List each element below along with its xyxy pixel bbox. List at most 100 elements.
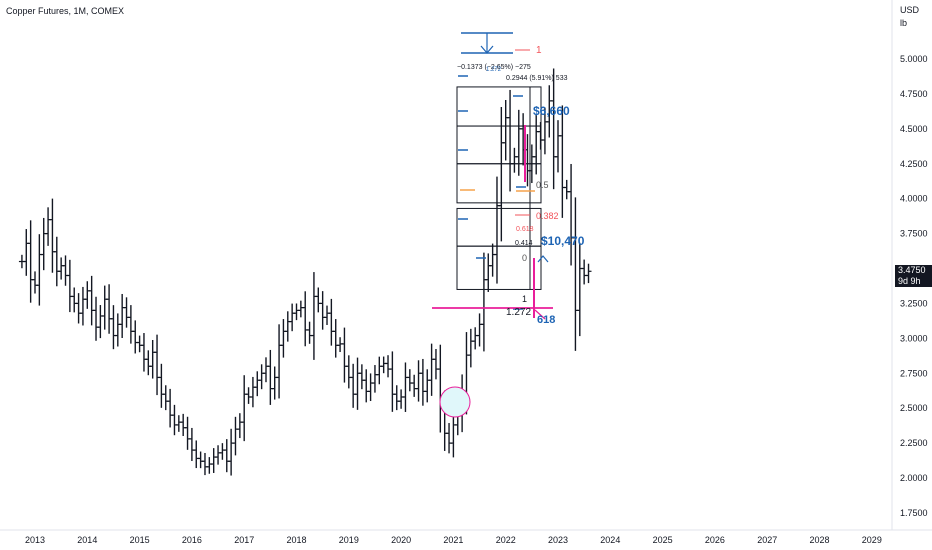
ohlc-bar [215,445,222,465]
ohlc-bar [350,363,357,408]
ohlc-bar [119,293,126,338]
ohlc-bar [228,428,235,476]
ohlc-bar [49,198,56,273]
ohlc-bar [581,259,588,285]
ohlc-bar [180,413,187,436]
ohlc-bar [341,327,348,383]
fib-label-618: 0.618 [516,226,534,233]
drawing-box [456,86,542,127]
ohlc-bar [62,255,69,286]
drawing-boxes [456,86,542,290]
ohlc-bar [210,448,217,473]
ohlc-bar [576,242,583,337]
ohlc-bar [319,291,326,330]
ohlc-bar [389,351,396,412]
ohlc-bar [154,334,161,396]
y-tick-label: 3.0000 [900,333,928,343]
ohlc-bar [201,452,208,476]
ohlc-bar [97,305,104,339]
x-tick-label: 2028 [810,535,830,545]
price-target-6660: $6,660 [533,104,570,118]
ohlc-bar [376,356,383,385]
drawing-box [456,125,542,165]
x-tick-label: 2019 [339,535,359,545]
x-tick-label: 2023 [548,535,568,545]
ohlc-bar [511,147,518,173]
ohlc-bar [23,229,30,276]
ohlc-bar [489,243,496,277]
x-tick-label: 2013 [25,535,45,545]
x-tick-label: 2017 [234,535,254,545]
ohlc-bar [58,257,65,280]
drawing-box [456,245,542,290]
ohlc-bar [432,349,439,380]
ohlc-bar [206,457,213,474]
ohlc-bar [324,305,331,325]
ohlc-bar [32,271,38,294]
ohlc-bar [358,364,365,390]
ohlc-bar [585,263,592,284]
measure-label-2: 0.2944 (5.91%) 533 [506,75,568,82]
ohlc-bar [254,371,261,397]
ohlc-bar [446,423,453,454]
fib-label-0: 0 [522,253,527,263]
small-label-1272: 1.272 [486,67,502,73]
ohlc-bar [93,296,100,341]
ohlc-bar [262,357,269,383]
magenta-tick [534,309,546,320]
y-tick-label: 4.2500 [900,159,928,169]
x-tick-label: 2029 [862,535,882,545]
ohlc-bar [385,355,392,378]
ohlc-bar [315,287,322,313]
fib-label-1272: 1.272 [506,307,531,318]
x-tick-label: 2022 [496,535,516,545]
ohlc-bar [563,179,570,200]
chart-title: Copper Futures, 1M, COMEX [6,6,125,16]
fib-label-1: 1 [536,45,542,56]
y-tick-label: 4.7500 [900,89,928,99]
ohlc-bar [40,217,47,271]
ohlc-bar [572,197,579,351]
y-tick-label: 3.7500 [900,229,928,239]
ohlc-bar [415,360,422,402]
y-tick-label: 2.7500 [900,368,928,378]
ohlc-bar [302,291,309,347]
ohlc-bar [568,163,575,266]
ohlc-bar [437,344,444,433]
ohlc-bar [276,324,283,399]
ohlc-bar [280,319,287,358]
measure-label: −0.1373 (−2.65%) −275 [457,64,531,71]
axis-unit: lb [900,18,908,28]
y-tick-label: 5.0000 [900,54,928,64]
ohlc-bar [485,253,492,292]
ohlc-bar [45,207,52,246]
ohlc-bar [27,220,34,303]
ohlc-bar [193,440,200,469]
y-tick-label: 4.5000 [900,124,928,134]
ohlc-bar [424,369,431,403]
ohlc-bar [197,451,204,469]
ohlc-bar [84,281,91,309]
small-label-0414: 0.414 [515,240,533,247]
ohlc-bar [398,389,405,409]
ohlc-bar [79,286,86,326]
ohlc-bar [127,305,134,344]
ohlc-bar [363,369,370,403]
ohlc-bar [419,358,426,406]
ohlc-bar [136,335,143,353]
ohlc-bar [140,333,147,372]
ohlc-bar [36,234,43,306]
y-tick-label: 4.0000 [900,194,928,204]
ohlc-bars [18,68,592,476]
ohlc-bar [306,321,313,344]
ohlc-bar [162,385,169,411]
x-tick-label: 2016 [182,535,202,545]
x-tick-label: 2018 [287,535,307,545]
label-618: 618 [537,314,555,326]
ohlc-bar [480,252,487,352]
price-arrow [537,255,549,263]
ohlc-bar [507,89,514,192]
ohlc-bar [428,343,435,396]
